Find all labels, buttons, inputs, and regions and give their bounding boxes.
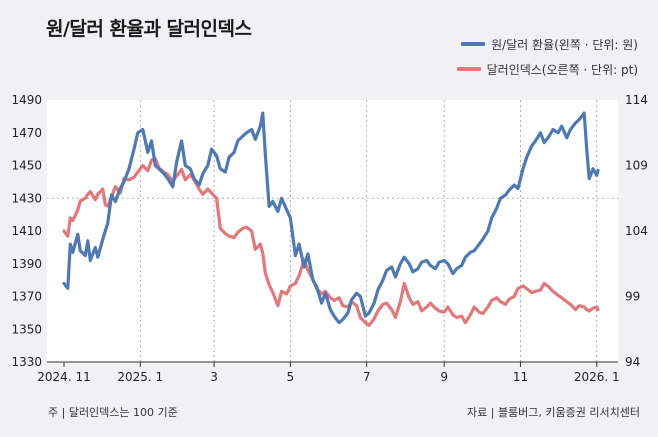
y-right-tick-label: 109 bbox=[625, 159, 648, 173]
y-right-tick-label: 99 bbox=[625, 290, 640, 304]
chart-title: 원/달러 환율과 달러인덱스 bbox=[46, 18, 252, 40]
legend-label-krw: 원/달러 환율(왼쪽 · 단위: 원) bbox=[491, 37, 638, 52]
x-tick-label: 11 bbox=[513, 370, 528, 384]
series-line-krw bbox=[62, 111, 600, 325]
legend-item-krw: 원/달러 환율(왼쪽 · 단위: 원) bbox=[461, 35, 638, 53]
footnote-note: 주 | 달러인덱스는 100 기준 bbox=[48, 406, 178, 419]
x-tick-label: 2025. 1 bbox=[117, 370, 163, 384]
y-left-tick-label: 1330 bbox=[11, 355, 42, 369]
x-tick-label: 7 bbox=[363, 370, 371, 384]
y-right-tick-label: 104 bbox=[625, 224, 648, 238]
x-tick-label: 9 bbox=[440, 370, 448, 384]
y-left-tick-label: 1430 bbox=[11, 191, 42, 205]
y-right-tick-label: 94 bbox=[625, 355, 640, 369]
y-left-tick-label: 1350 bbox=[11, 322, 42, 336]
plot-area bbox=[47, 100, 618, 362]
y-right-tick-label: 114 bbox=[625, 93, 648, 107]
y-left-tick-label: 1470 bbox=[11, 126, 42, 140]
legend-label-dxy: 달러인덱스(오른쪽 · 단위: pt) bbox=[486, 62, 638, 77]
y-left-tick-label: 1450 bbox=[11, 159, 42, 173]
series-line-dollar-index bbox=[62, 157, 600, 327]
y-left-tick-label: 1490 bbox=[11, 93, 42, 107]
legend-swatch-krw bbox=[461, 42, 486, 46]
legend-swatch-dxy bbox=[456, 67, 481, 71]
y-left-tick-label: 1370 bbox=[11, 290, 42, 304]
x-tick-label: 3 bbox=[210, 370, 218, 384]
x-tick-label: 5 bbox=[287, 370, 295, 384]
x-tick-label: 2024. 11 bbox=[37, 370, 90, 384]
footnote-source: 자료 | 블룸버그, 키움증권 리서치센터 bbox=[467, 406, 640, 419]
x-tick-label: 2026. 1 bbox=[574, 370, 620, 384]
legend-item-dxy: 달러인덱스(오른쪽 · 단위: pt) bbox=[456, 60, 638, 78]
y-left-tick-label: 1390 bbox=[11, 257, 42, 271]
y-left-tick-label: 1410 bbox=[11, 224, 42, 238]
